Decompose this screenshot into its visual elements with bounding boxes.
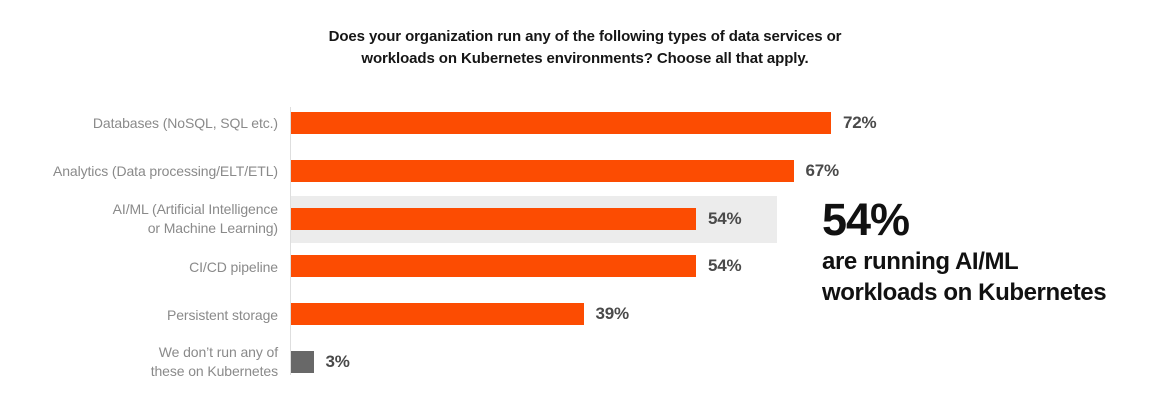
value-label: 54% — [708, 209, 742, 228]
bar — [291, 112, 831, 134]
y-axis-line — [290, 107, 291, 375]
bar — [291, 160, 794, 182]
callout-description: are running AI/ML workloads on Kubernete… — [822, 248, 1107, 306]
category-label: AI/ML (Artificial Intelligence or Machin… — [112, 201, 278, 236]
chart-title: Does your organization run any of the fo… — [328, 28, 842, 67]
bar — [291, 303, 584, 325]
category-label: Analytics (Data processing/ELT/ETL) — [53, 162, 278, 179]
category-label: Persistent storage — [166, 306, 278, 323]
value-label: 39% — [595, 304, 630, 323]
category-label: CI/CD pipeline — [189, 258, 278, 275]
bar — [291, 255, 696, 277]
category-label: We don’t run any of these on Kubernetes — [150, 344, 278, 379]
callout: 54% are running AI/ML workloads on Kuber… — [822, 194, 1107, 308]
value-label: 54% — [708, 256, 742, 275]
bar — [291, 208, 696, 230]
value-label: 72% — [843, 113, 877, 132]
value-label: 3% — [325, 352, 350, 371]
category-label: Databases (NoSQL, SQL etc.) — [92, 114, 278, 131]
bar — [291, 351, 314, 373]
value-label: 67% — [805, 161, 840, 180]
callout-stat: 54% — [822, 194, 910, 245]
